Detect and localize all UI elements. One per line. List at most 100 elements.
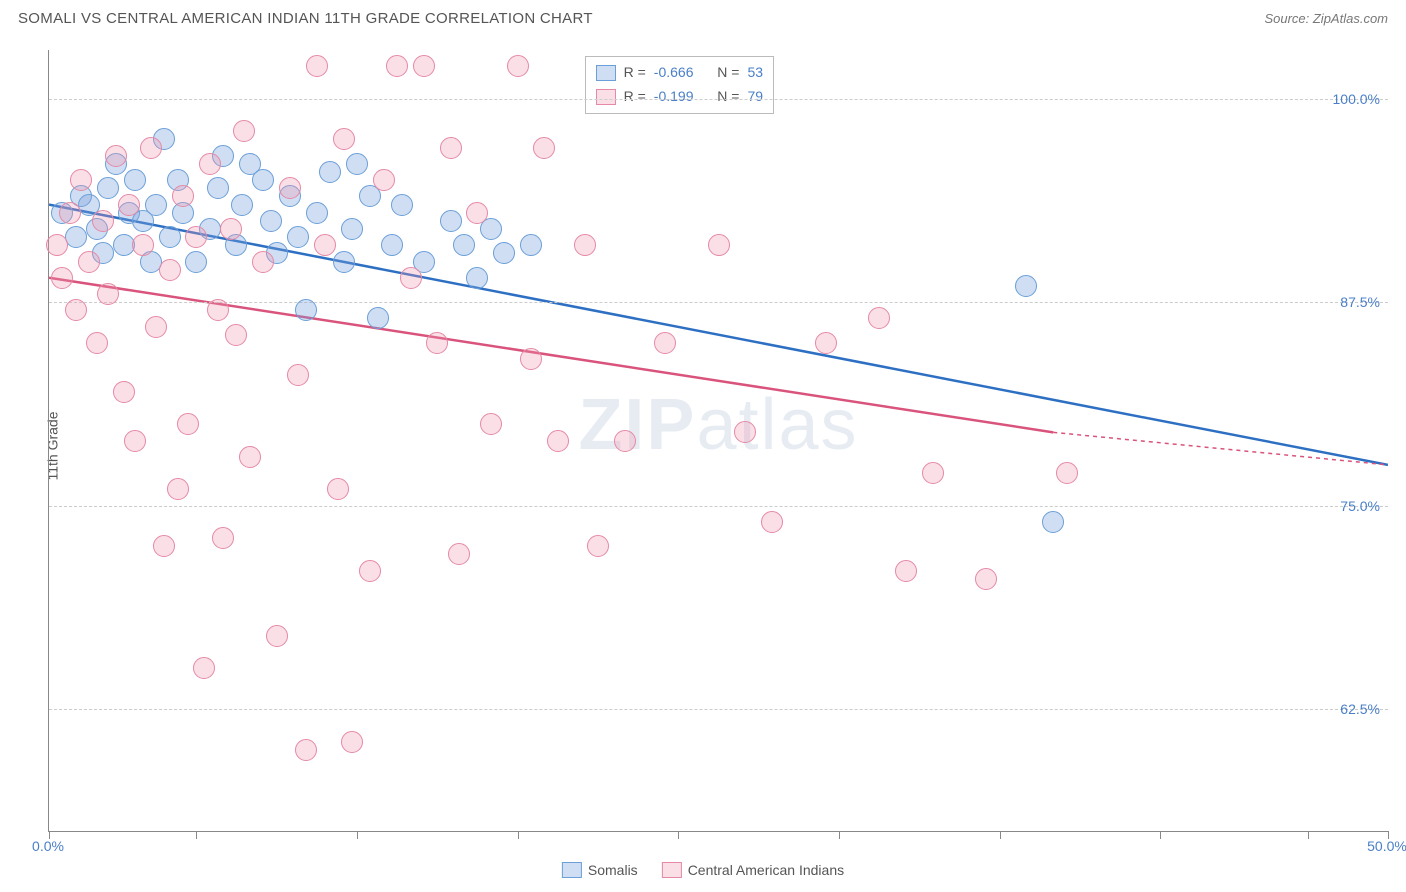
data-point [86, 332, 108, 354]
data-point [381, 234, 403, 256]
stat-r-value: -0.199 [654, 85, 694, 109]
data-point [287, 226, 309, 248]
stat-n-value: 79 [747, 85, 763, 109]
legend-item: Central American Indians [662, 862, 844, 878]
y-tick-label: 100.0% [1333, 91, 1380, 107]
data-point [124, 169, 146, 191]
legend-swatch [596, 89, 616, 105]
gridline [49, 709, 1388, 710]
source-label: Source: ZipAtlas.com [1264, 11, 1388, 26]
data-point [466, 202, 488, 224]
data-point [177, 413, 199, 435]
data-point [167, 478, 189, 500]
data-point [319, 161, 341, 183]
data-point [413, 55, 435, 77]
data-point [400, 267, 422, 289]
data-point [145, 316, 167, 338]
x-tick-label: 50.0% [1367, 838, 1406, 854]
data-point [295, 739, 317, 761]
data-point [734, 421, 756, 443]
gridline [49, 302, 1388, 303]
data-point [520, 348, 542, 370]
data-point [65, 299, 87, 321]
stats-legend-row: R = -0.666 N = 53 [596, 61, 763, 85]
data-point [233, 120, 255, 142]
data-point [440, 210, 462, 232]
data-point [373, 169, 395, 191]
data-point [654, 332, 676, 354]
x-tick [357, 831, 358, 839]
data-point [145, 194, 167, 216]
data-point [207, 177, 229, 199]
legend-swatch [596, 65, 616, 81]
y-tick-label: 87.5% [1340, 294, 1380, 310]
data-point [341, 218, 363, 240]
data-point [708, 234, 730, 256]
data-point [59, 202, 81, 224]
data-point [493, 242, 515, 264]
data-point [105, 145, 127, 167]
legend-label: Central American Indians [688, 862, 844, 878]
x-tick [196, 831, 197, 839]
data-point [466, 267, 488, 289]
data-point [346, 153, 368, 175]
data-point [295, 299, 317, 321]
data-point [975, 568, 997, 590]
y-tick-label: 75.0% [1340, 498, 1380, 514]
data-point [252, 251, 274, 273]
data-point [113, 381, 135, 403]
stat-n-label: N = [717, 61, 739, 85]
data-point [333, 128, 355, 150]
data-point [533, 137, 555, 159]
data-point [92, 210, 114, 232]
data-point [239, 446, 261, 468]
data-point [78, 251, 100, 273]
data-point [70, 169, 92, 191]
data-point [140, 137, 162, 159]
stat-r-label: R = [624, 61, 646, 85]
data-point [118, 194, 140, 216]
gridline [49, 99, 1388, 100]
data-point [306, 55, 328, 77]
data-point [252, 169, 274, 191]
data-point [65, 226, 87, 248]
data-point [97, 177, 119, 199]
data-point [574, 234, 596, 256]
legend-label: Somalis [588, 862, 638, 878]
data-point [172, 185, 194, 207]
y-tick-label: 62.5% [1340, 701, 1380, 717]
chart-plot-area: ZIPatlas R = -0.666 N = 53 R = -0.199 N … [48, 50, 1388, 832]
data-point [440, 137, 462, 159]
legend-swatch [662, 862, 682, 878]
data-point [231, 194, 253, 216]
data-point [520, 234, 542, 256]
data-point [51, 267, 73, 289]
data-point [1042, 511, 1064, 533]
data-point [185, 226, 207, 248]
x-tick [678, 831, 679, 839]
x-tick [839, 831, 840, 839]
data-point [306, 202, 328, 224]
legend-swatch [562, 862, 582, 878]
data-point [287, 364, 309, 386]
x-tick [518, 831, 519, 839]
stat-r-label: R = [624, 85, 646, 109]
data-point [193, 657, 215, 679]
data-point [367, 307, 389, 329]
data-point [815, 332, 837, 354]
data-point [314, 234, 336, 256]
data-point [507, 55, 529, 77]
data-point [225, 324, 247, 346]
data-point [480, 413, 502, 435]
stat-n-value: 53 [747, 61, 763, 85]
data-point [207, 299, 229, 321]
x-tick [1308, 831, 1309, 839]
data-point [1015, 275, 1037, 297]
data-point [895, 560, 917, 582]
data-point [185, 251, 207, 273]
data-point [159, 226, 181, 248]
data-point [868, 307, 890, 329]
stat-r-value: -0.666 [654, 61, 694, 85]
stats-legend-row: R = -0.199 N = 79 [596, 85, 763, 109]
data-point [333, 251, 355, 273]
